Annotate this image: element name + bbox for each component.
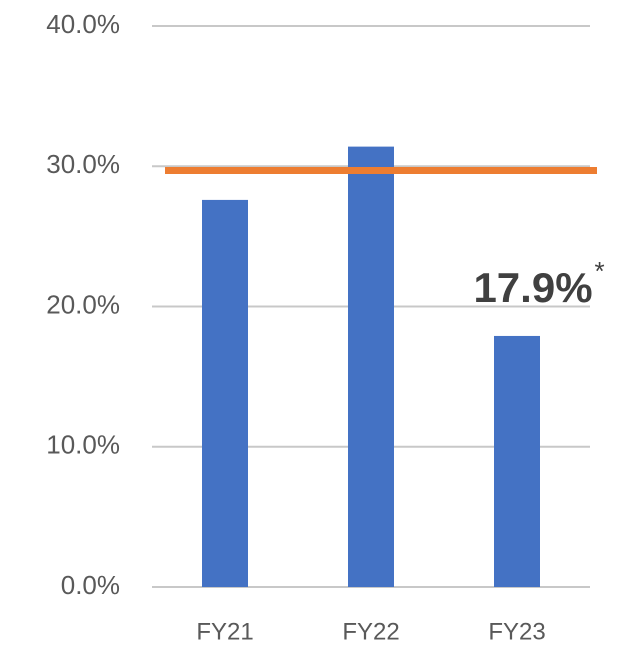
y-tick-label: 40.0% [46,9,120,39]
footnote-mark: * [595,256,605,286]
x-tick-label: FY23 [488,618,545,645]
bar [202,199,248,587]
y-tick-label: 0.0% [61,570,120,600]
x-tick-label: FY22 [342,618,399,645]
bar [348,146,394,588]
y-tick-label: 10.0% [46,430,120,460]
bar [494,335,540,587]
x-tick-label: FY21 [196,618,253,645]
y-tick-label: 30.0% [46,149,120,179]
value-label: 17.9% [473,264,592,311]
y-tick-label: 20.0% [46,289,120,319]
